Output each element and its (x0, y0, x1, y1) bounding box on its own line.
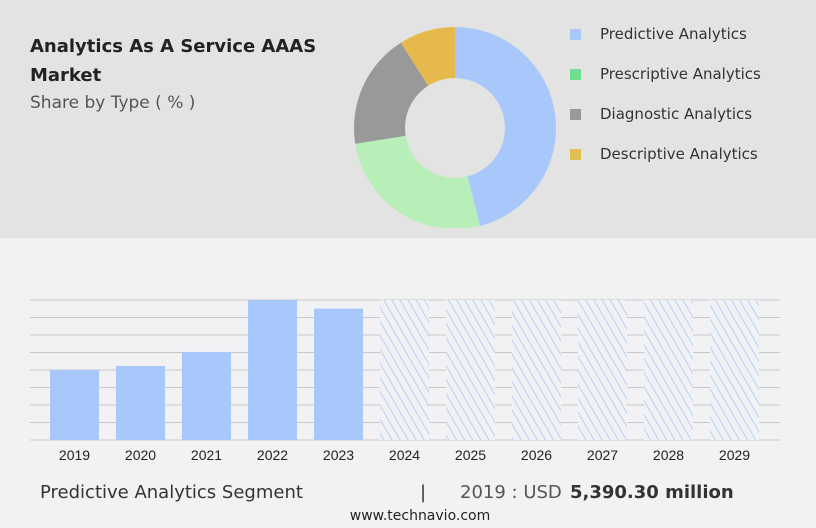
separator: | (420, 482, 427, 503)
legend-swatch (570, 68, 581, 80)
source-url: www.technavio.com (349, 508, 491, 524)
x-tick-label: 2022 (257, 447, 288, 463)
subtitle: Share by Type ( % ) (30, 93, 196, 113)
legend-label: Predictive Analytics (600, 25, 747, 43)
x-tick-label: 2029 (719, 447, 750, 463)
forecast-bar-2029 (710, 300, 759, 440)
page-title: Analytics As A Service AAAS Market (30, 36, 317, 86)
forecast-bar-2025 (446, 300, 495, 440)
donut-chart (354, 27, 557, 228)
donut-slice-descriptive-analytics (400, 27, 455, 86)
donut-slice-diagnostic-analytics (354, 42, 429, 144)
bar-2019 (50, 369, 99, 440)
forecast-bar-2024 (380, 300, 429, 440)
legend-item: Prescriptive Analytics (570, 54, 761, 94)
legend-item: Diagnostic Analytics (570, 94, 761, 134)
x-tick-label: 2027 (587, 447, 618, 463)
value-highlight: 5,390.30 million (570, 482, 734, 503)
x-tick-label: 2024 (389, 447, 420, 463)
x-tick-label: 2020 (125, 447, 156, 463)
bar-2021 (182, 351, 231, 440)
bar-2020 (116, 365, 165, 440)
legend: Predictive Analytics Prescriptive Analyti… (570, 14, 761, 174)
x-tick-label: 2025 (455, 447, 486, 463)
forecast-bar-2026 (512, 300, 561, 440)
x-tick-label: 2021 (191, 447, 222, 463)
legend-swatch (570, 28, 581, 40)
legend-item: Predictive Analytics (570, 14, 761, 54)
legend-label: Descriptive Analytics (600, 145, 758, 163)
x-tick-label: 2026 (521, 447, 552, 463)
bar-2023 (314, 308, 363, 440)
segment-label: Predictive Analytics Segment (40, 482, 303, 503)
bar-2022 (248, 300, 297, 440)
forecast-bar-2027 (578, 300, 627, 440)
forecast-bar-2028 (644, 300, 693, 440)
x-tick-label: 2023 (323, 447, 354, 463)
x-tick-label: 2028 (653, 447, 684, 463)
legend-swatch (570, 108, 581, 120)
x-tick-label: 2019 (59, 447, 90, 463)
value-prefix: 2019 : USD (460, 482, 562, 503)
legend-item: Descriptive Analytics (570, 134, 761, 174)
legend-swatch (570, 148, 581, 160)
legend-label: Prescriptive Analytics (600, 65, 761, 83)
bar-chart: 2019 2020 2021 2022 2023 2024 2025 2026 2027 2028… (30, 299, 780, 463)
donut-slice-prescriptive-analytics (355, 135, 481, 228)
donut-slice-predictive-analytics (455, 27, 557, 226)
legend-label: Diagnostic Analytics (600, 105, 753, 123)
